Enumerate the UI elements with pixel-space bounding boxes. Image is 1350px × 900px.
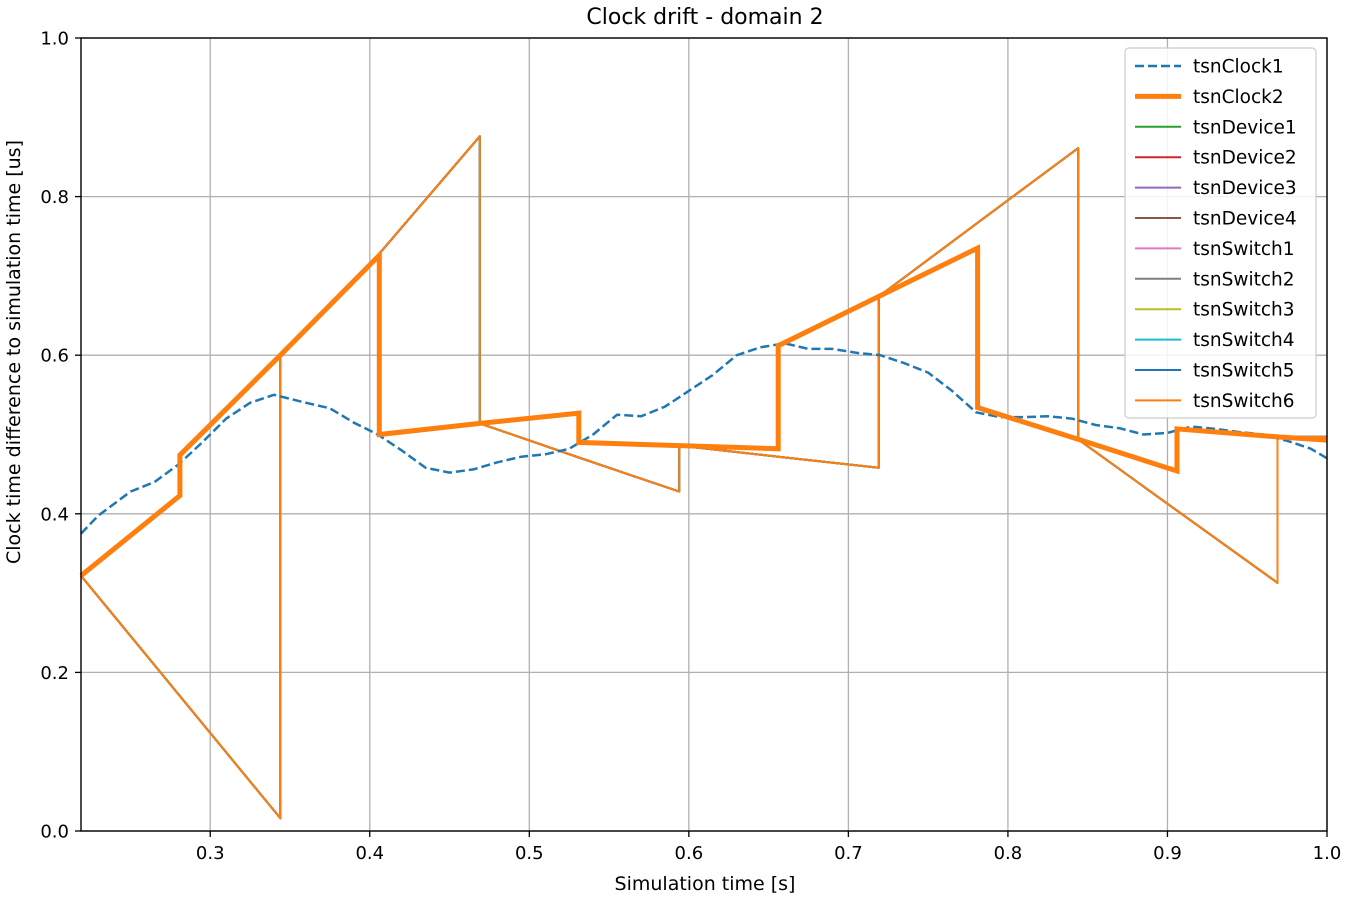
x-tick-label: 0.6	[675, 843, 704, 864]
legend-box	[1124, 47, 1317, 419]
x-tick-label: 0.8	[994, 843, 1023, 864]
x-tick-label: 0.4	[355, 843, 384, 864]
legend-label-tsnSwitch1: tsnSwitch1	[1193, 239, 1295, 260]
plot-frame	[80, 37, 1328, 832]
legend-label-tsnDevice1: tsnDevice1	[1193, 117, 1297, 138]
legend-label-tsnSwitch5: tsnSwitch5	[1193, 361, 1295, 382]
legend-label-tsnSwitch6: tsnSwitch6	[1193, 391, 1295, 412]
y-tick-label: 0.2	[40, 663, 69, 684]
x-tick-label: 1.0	[1313, 843, 1342, 864]
chart-title: Clock drift - domain 2	[586, 5, 823, 30]
x-tick-label: 0.3	[196, 843, 225, 864]
axes	[75, 37, 1328, 837]
series-lines	[79, 135, 1328, 820]
x-tick-label: 0.5	[515, 843, 544, 864]
y-tick-label: 0.0	[40, 822, 69, 843]
x-tick-label: 0.9	[1153, 843, 1182, 864]
x-tick-label: 0.7	[834, 843, 863, 864]
legend-label-tsnDevice2: tsnDevice2	[1193, 148, 1297, 169]
series-line-tsnClock1	[80, 342, 1328, 535]
y-tick-label: 0.4	[40, 504, 69, 525]
legend: tsnClock1 tsnClock2 tsnDevice1 tsnDevice2 ts…	[1124, 47, 1317, 419]
x-axis-title: Simulation time [s]	[615, 873, 796, 895]
legend-label-tsnClock1: tsnClock1	[1193, 57, 1284, 78]
legend-label-tsnSwitch2: tsnSwitch2	[1193, 269, 1295, 290]
legend-label-tsnClock2: tsnClock2	[1193, 87, 1284, 108]
legend-label-tsnDevice4: tsnDevice4	[1193, 209, 1297, 230]
legend-label-tsnSwitch3: tsnSwitch3	[1193, 300, 1295, 321]
y-tick-label: 0.6	[40, 346, 69, 367]
y-tick-label: 1.0	[40, 29, 69, 50]
y-axis-title: Clock time difference to simulation time…	[3, 140, 25, 564]
series-line-tsnClock2	[79, 244, 1328, 578]
legend-label-tsnSwitch4: tsnSwitch4	[1193, 330, 1295, 351]
legend-label-tsnDevice3: tsnDevice3	[1193, 178, 1297, 199]
y-tick-label: 0.8	[40, 187, 69, 208]
tick-labels: 0.3 0.4 0.5 0.6 0.7 0.8 0.9 1.0 0.0 0.2 0.4 0.6 0.8 1…	[40, 29, 1341, 865]
